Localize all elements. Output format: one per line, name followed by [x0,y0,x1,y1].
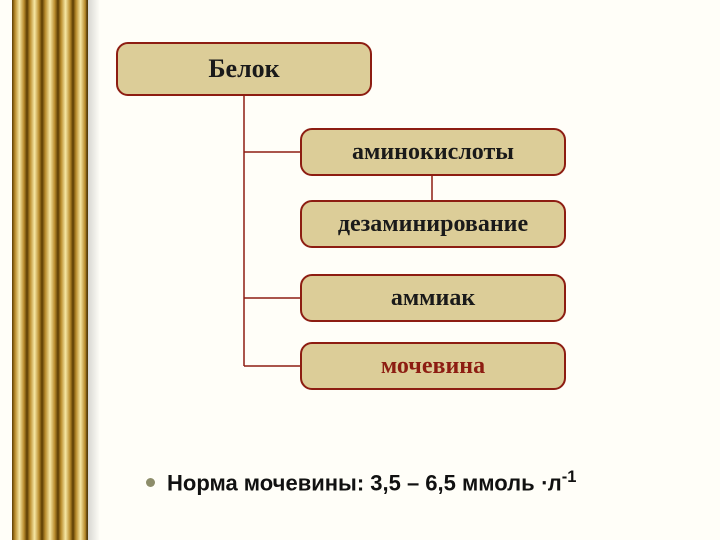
tree-diagram: Белок аминокислоты дезаминирование аммиа… [0,0,720,540]
footnote-sup: -1 [562,468,577,486]
node-deamin: дезаминирование [300,200,566,248]
footnote-text: Норма мочевины: 3,5 – 6,5 ммоль ⋅л-1 [167,468,576,496]
footnote: Норма мочевины: 3,5 – 6,5 ммоль ⋅л-1 [146,468,576,496]
node-amino: аминокислоты [300,128,566,176]
slide: Белок аминокислоты дезаминирование аммиа… [0,0,720,540]
bullet-icon [146,478,155,487]
footnote-main: Норма мочевины: 3,5 – 6,5 ммоль ⋅л [167,470,562,495]
node-urea: мочевина [300,342,566,390]
node-ammiak: аммиак [300,274,566,322]
node-root: Белок [116,42,372,96]
